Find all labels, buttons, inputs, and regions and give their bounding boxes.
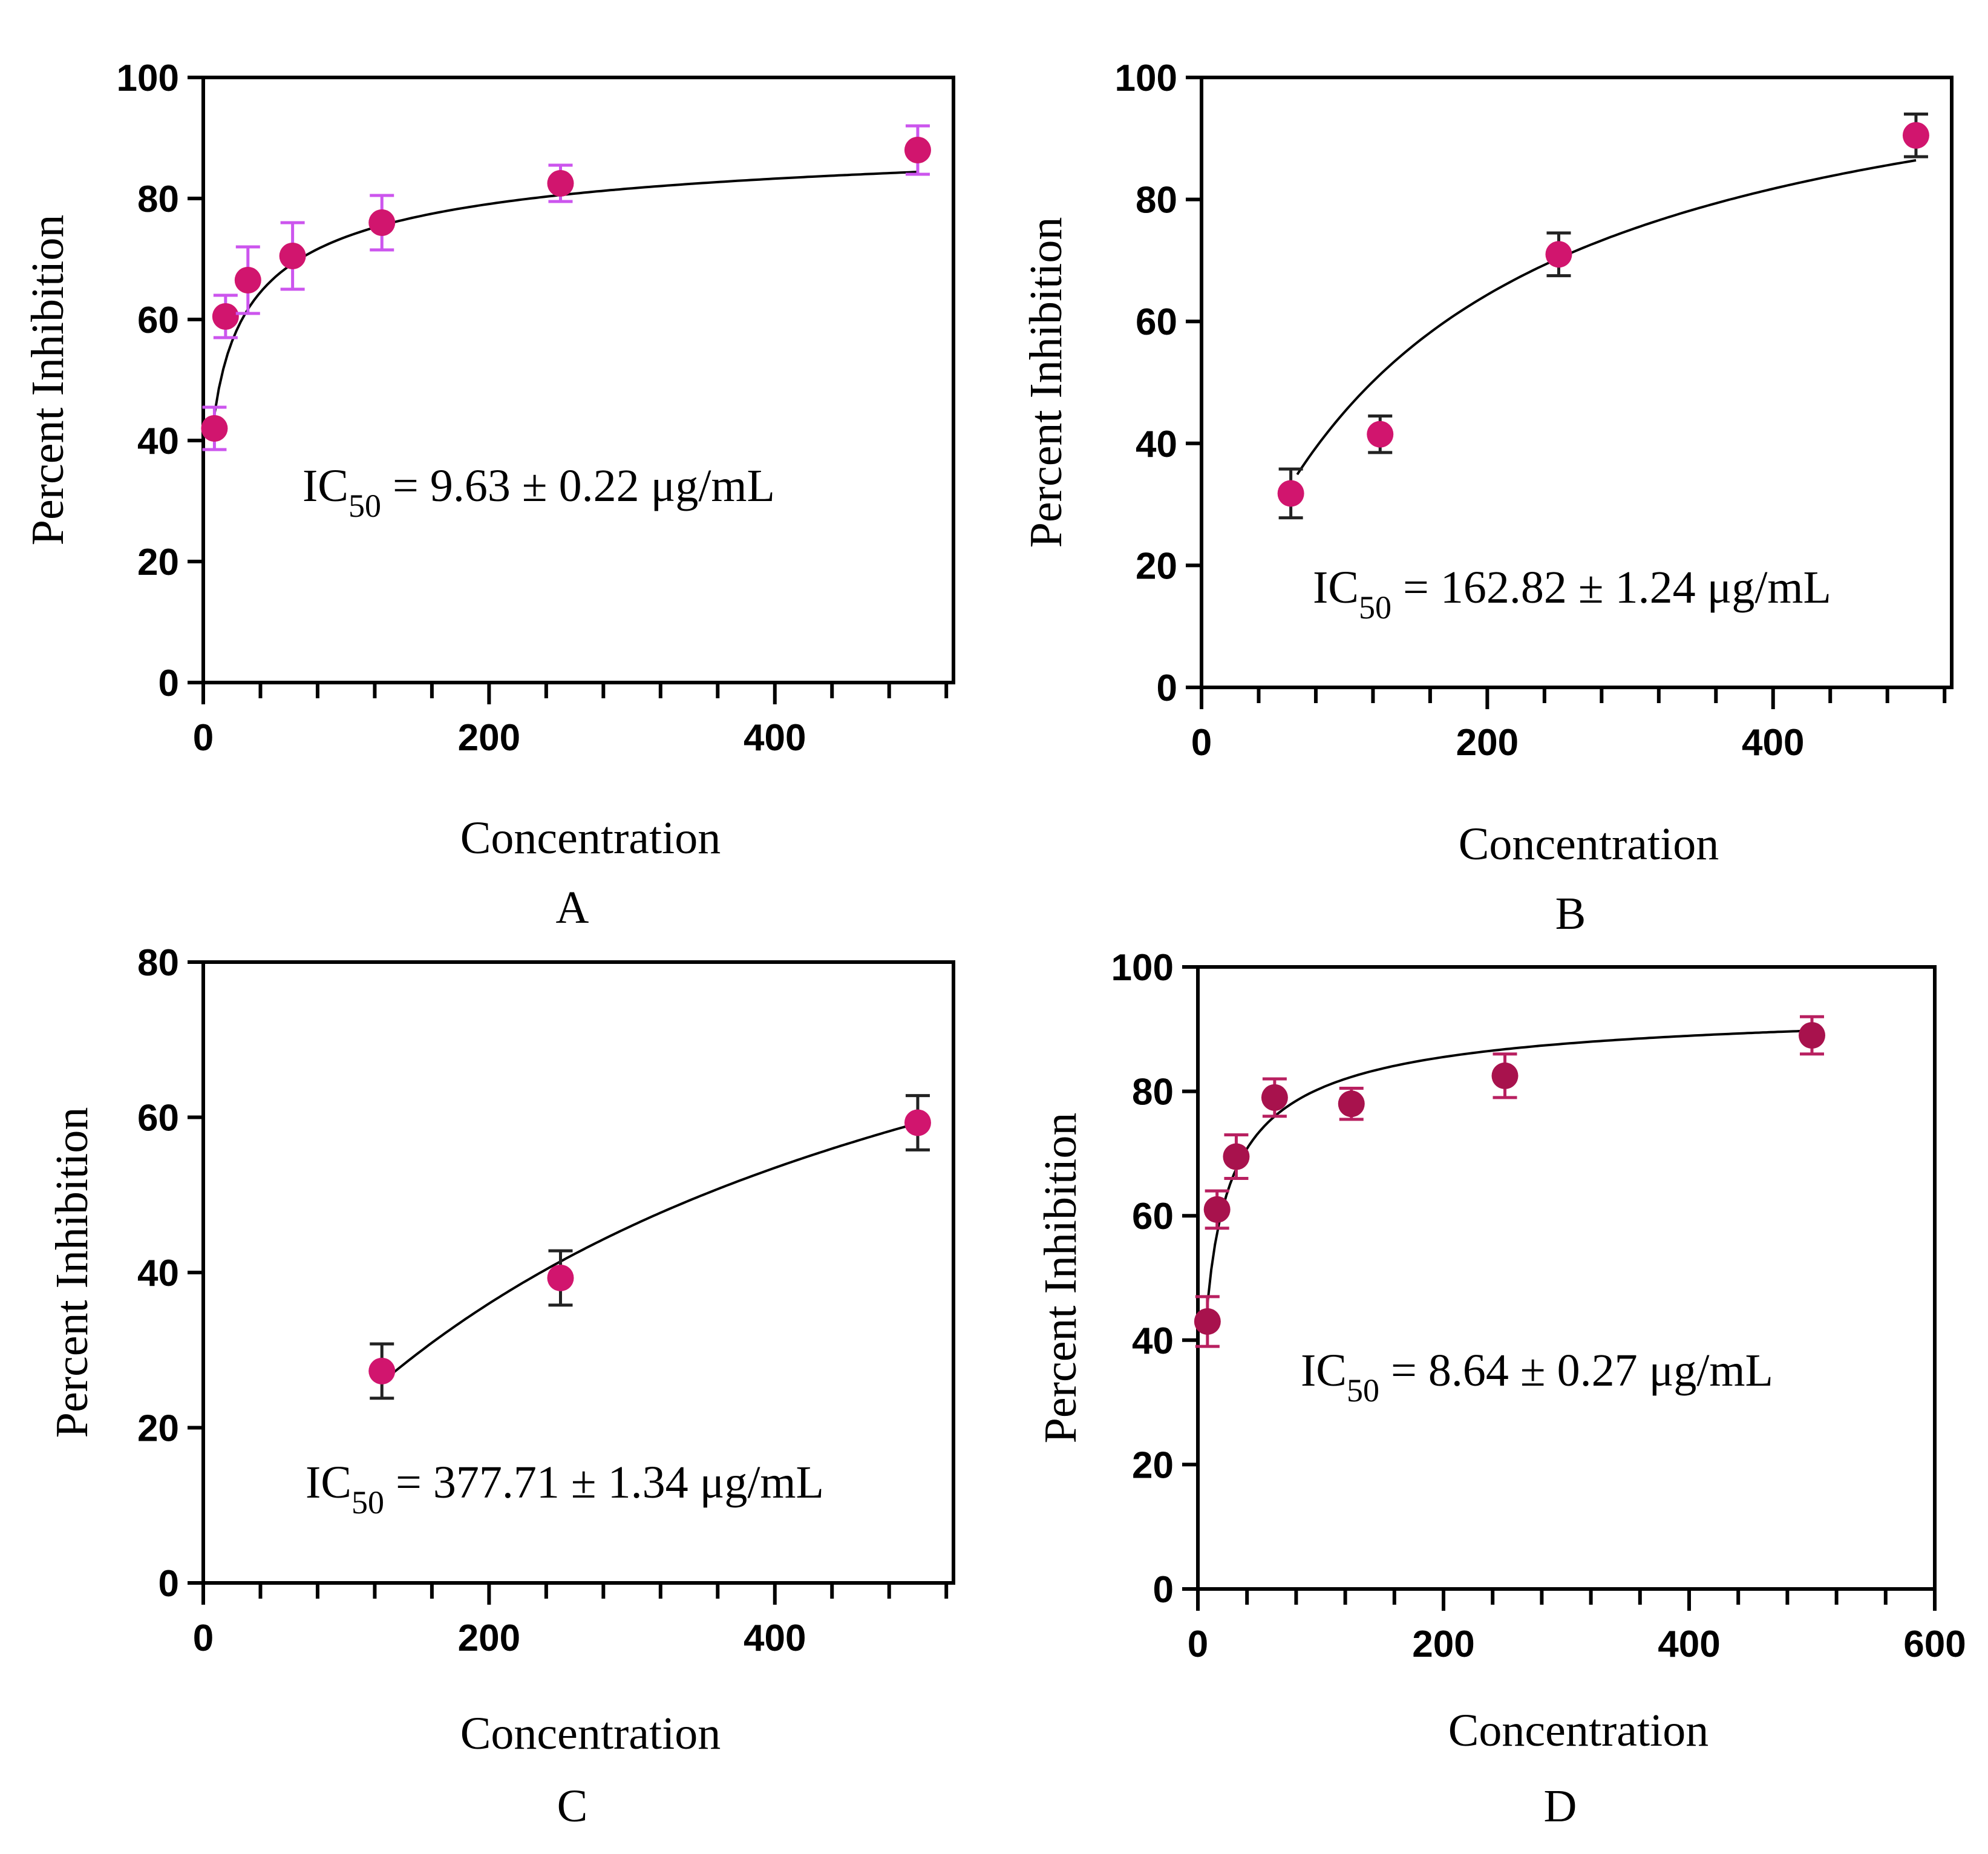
chart-panel-b: 0 20 40 60 80 100 0 200 400 Concentration Percent …: [1021, 57, 1954, 939]
y-tick-label: 20: [1132, 1444, 1174, 1486]
data-point: [368, 209, 396, 236]
panel-label: A: [556, 882, 589, 933]
x-tick-label: 0: [193, 1617, 214, 1659]
fit-curve: [1296, 159, 1917, 476]
ic50-annotation: IC50 = 8.64 ± 0.27 μg/mL: [1301, 1345, 1773, 1409]
data-point: [1203, 1196, 1231, 1223]
y-tick-label: 40: [137, 421, 179, 462]
data-point: [1277, 480, 1304, 507]
y-tick-label: 100: [1115, 57, 1177, 99]
data-point: [1902, 122, 1929, 149]
y-tick-label: 60: [137, 1098, 179, 1139]
y-tick-label: 20: [137, 1408, 179, 1450]
x-axis-title: Concentration: [460, 813, 721, 863]
fit-curve: [1206, 1029, 1813, 1305]
x-tick-label: 400: [1658, 1623, 1720, 1665]
y-tick-label: 60: [1132, 1196, 1174, 1237]
x-tick-label: 400: [744, 1617, 806, 1659]
ic50-annotation: IC50 = 377.71 ± 1.34 μg/mL: [306, 1457, 824, 1521]
x-axis-title: Concentration: [1448, 1705, 1709, 1756]
data-point: [1367, 421, 1394, 448]
data-point: [1491, 1062, 1519, 1089]
fit-curve: [381, 1122, 918, 1383]
y-axis-title: Percent Inhibition: [22, 215, 73, 546]
x-tick-label: 0: [1188, 1623, 1208, 1665]
panel-label: B: [1555, 888, 1586, 939]
data-point: [547, 1264, 574, 1291]
y-tick-label: 0: [159, 663, 179, 704]
x-axis-title: Concentration: [460, 1708, 721, 1759]
data-point: [212, 303, 239, 330]
y-tick-label: 100: [117, 57, 179, 99]
chart-panel-c: 0 20 40 60 80 0 200 400 Concentration Percent Inh…: [47, 942, 955, 1832]
data-point: [234, 267, 261, 293]
data-point: [904, 137, 931, 163]
ic50-annotation: IC50 = 162.82 ± 1.24 μg/mL: [1313, 562, 1831, 626]
x-tick-label: 200: [1456, 722, 1519, 764]
y-axis-title: Percent Inhibition: [1035, 1113, 1086, 1444]
data-point: [279, 243, 306, 269]
data-point: [1223, 1143, 1250, 1170]
x-tick-label: 600: [1903, 1623, 1966, 1665]
x-tick-label: 200: [458, 717, 520, 759]
y-tick-label: 60: [137, 300, 179, 341]
y-tick-label: 100: [1111, 947, 1174, 989]
data-point: [1338, 1090, 1365, 1118]
y-tick-label: 40: [1132, 1320, 1174, 1362]
y-tick-label: 80: [137, 179, 179, 220]
x-tick-label: 0: [1191, 722, 1212, 764]
y-axis-title: Percent Inhibition: [47, 1107, 97, 1438]
y-tick-label: 80: [1132, 1072, 1174, 1113]
data-point: [904, 1109, 931, 1136]
x-tick-label: 400: [1742, 722, 1804, 764]
x-axis-title: Concentration: [1459, 819, 1719, 870]
x-tick-label: 400: [744, 717, 806, 759]
y-tick-label: 20: [1136, 545, 1177, 587]
data-point: [1545, 241, 1572, 268]
data-point: [1261, 1084, 1288, 1111]
chart-panel-d: 0 20 40 60 80 100 0 200 400 600 Concentration Perce…: [1035, 947, 1966, 1832]
data-point: [1194, 1308, 1221, 1335]
ic50-annotation: IC50 = 9.63 ± 0.22 μg/mL: [302, 460, 775, 524]
y-axis-title: Percent Inhibition: [1021, 217, 1071, 548]
data-point: [547, 170, 574, 197]
y-tick-label: 80: [1136, 180, 1177, 221]
y-tick-label: 80: [137, 942, 179, 984]
y-tick-label: 0: [1157, 667, 1177, 709]
panel-label: D: [1544, 1781, 1577, 1832]
x-tick-label: 200: [1412, 1623, 1474, 1665]
plot-frame: [201, 76, 955, 684]
y-tick-label: 0: [1153, 1569, 1174, 1611]
panel-label: C: [557, 1781, 588, 1832]
y-tick-label: 0: [159, 1563, 179, 1605]
chart-panel-a: 0 20 40 60 80 100 0 200 400 Concentration Percent …: [22, 57, 955, 933]
plot-frame: [1200, 76, 1954, 689]
y-tick-label: 20: [137, 542, 179, 583]
y-tick-label: 40: [137, 1253, 179, 1294]
data-point: [1799, 1022, 1825, 1049]
plot-frame: [1196, 965, 1937, 1591]
x-tick-label: 200: [458, 1617, 520, 1659]
data-point: [368, 1357, 396, 1384]
y-tick-label: 60: [1136, 301, 1177, 343]
data-point: [201, 415, 228, 442]
fit-curve: [213, 171, 918, 415]
y-tick-label: 40: [1136, 424, 1177, 465]
x-tick-label: 0: [193, 717, 214, 759]
